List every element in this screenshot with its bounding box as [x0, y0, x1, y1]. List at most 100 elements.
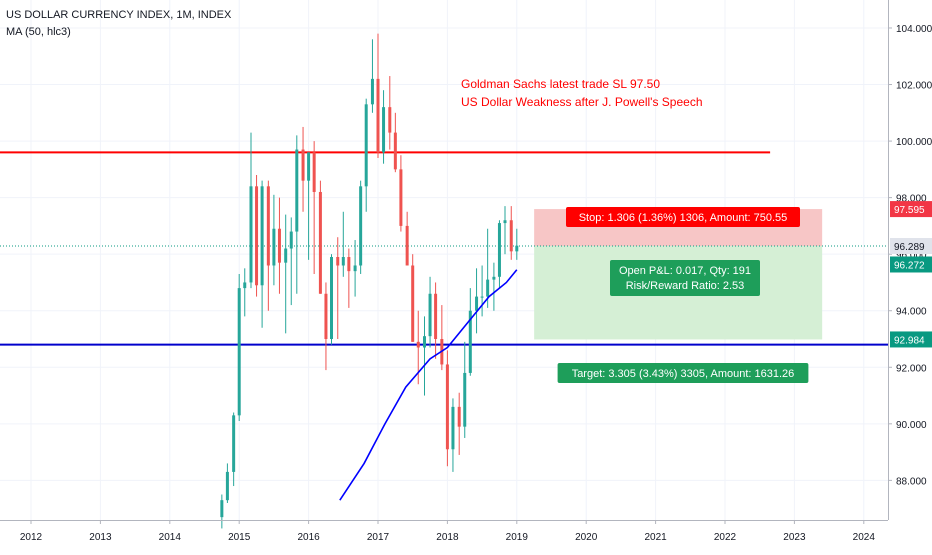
y-tick-label: 98.000 [896, 194, 927, 205]
y-tick-label: 100.000 [896, 137, 932, 148]
x-tick-label: 2014 [159, 532, 182, 543]
x-tick-label: 2018 [436, 532, 459, 543]
indicator-label: MA (50, hlc3) [6, 26, 71, 38]
candle-body[interactable] [307, 152, 311, 181]
y-tick-label: 104.000 [896, 24, 932, 35]
candle-body[interactable] [388, 107, 392, 133]
price-tag: 92.984 [890, 331, 932, 348]
price-tag-text: 97.595 [894, 205, 925, 216]
candle-body[interactable] [232, 415, 236, 472]
candle-body[interactable] [364, 104, 368, 187]
y-tick-label: 94.000 [896, 307, 927, 318]
candle-body[interactable] [318, 191, 322, 294]
candle-body[interactable] [347, 257, 351, 272]
candle-body[interactable] [416, 341, 420, 348]
candle-body[interactable] [341, 257, 345, 266]
candle-body[interactable] [272, 228, 276, 266]
candle-body[interactable] [445, 364, 449, 450]
x-tick-label: 2016 [297, 532, 320, 543]
x-tick-label: 2013 [89, 532, 112, 543]
candle-body[interactable] [284, 248, 288, 263]
candle-body[interactable] [255, 186, 259, 286]
candle-body[interactable] [509, 220, 513, 252]
candle-body[interactable] [515, 245, 519, 252]
candle-body[interactable] [359, 186, 363, 266]
candle-body[interactable] [353, 265, 357, 272]
candle-body[interactable] [220, 500, 224, 518]
candle-body[interactable] [260, 186, 264, 286]
candle-body[interactable] [480, 296, 484, 298]
price-axis [888, 0, 932, 550]
candle-body[interactable] [393, 132, 397, 170]
candle-body[interactable] [457, 406, 461, 427]
candle-body[interactable] [301, 149, 305, 181]
moving-average-line [339, 269, 518, 501]
candle-body[interactable] [243, 282, 247, 289]
price-tag: 97.595 [890, 201, 932, 218]
x-tick-label: 2021 [644, 532, 667, 543]
candle-body[interactable] [330, 257, 334, 340]
price-tag-box [890, 331, 932, 348]
chart-legend: US DOLLAR CURRENCY INDEX, 1M, INDEX MA (… [6, 7, 231, 41]
x-tick-label: 2015 [228, 532, 251, 543]
candle-body[interactable] [289, 231, 293, 249]
candle-body[interactable] [336, 257, 340, 266]
candle-body[interactable] [463, 372, 467, 427]
annotation-line-1: Goldman Sachs latest trade SL 97.50 [461, 77, 660, 91]
candle-body[interactable] [249, 186, 253, 283]
candle-body[interactable] [324, 293, 328, 340]
candle-body[interactable] [451, 406, 455, 450]
candle-body[interactable] [434, 293, 438, 340]
candle-body[interactable] [405, 225, 409, 266]
candle-body[interactable] [277, 228, 281, 263]
candle-body[interactable] [266, 186, 270, 266]
candle-body[interactable] [376, 78, 380, 153]
y-tick-label: 90.000 [896, 420, 927, 431]
candle-body[interactable] [312, 152, 316, 192]
target-label-box [557, 363, 809, 383]
candle-body[interactable] [225, 471, 229, 501]
candle-body[interactable] [399, 169, 403, 226]
candle-body[interactable] [295, 149, 299, 232]
candle-body[interactable] [237, 288, 241, 416]
candle-body[interactable] [497, 223, 501, 277]
x-tick-label: 2017 [367, 532, 390, 543]
price-tag-box [890, 238, 932, 255]
y-tick-label: 92.000 [896, 363, 927, 374]
candle-body[interactable] [422, 336, 426, 348]
price-tag-box [890, 256, 932, 273]
y-tick-label: 96.000 [896, 250, 927, 261]
symbol-title: US DOLLAR CURRENCY INDEX, 1M, INDEX [6, 9, 232, 21]
y-tick-label: 102.000 [896, 81, 932, 92]
candle-body[interactable] [370, 78, 374, 105]
stop-label-text: Stop: 1.306 (1.36%) 1306, Amount: 750.55 [579, 212, 788, 224]
annotation-line-2: US Dollar Weakness after J. Powell's Spe… [461, 95, 703, 109]
open-pnl-label[interactable]: Open P&L: 0.017, Qty: 191 Risk/Reward Rat… [610, 260, 760, 296]
price-tag: 96.289 [890, 238, 932, 255]
price-tag: 96.272 [890, 256, 932, 273]
stop-label-box [566, 207, 800, 227]
candle-body[interactable] [492, 276, 496, 280]
x-tick-label: 2020 [575, 532, 598, 543]
candle-body[interactable] [411, 265, 415, 342]
x-tick-label: 2012 [20, 532, 43, 543]
x-tick-label: 2019 [506, 532, 529, 543]
candle-body[interactable] [475, 296, 479, 311]
stop-label[interactable]: Stop: 1.306 (1.36%) 1306, Amount: 750.55 [566, 207, 800, 227]
candle-body[interactable] [503, 220, 507, 224]
open-pnl-label-text: Open P&L: 0.017, Qty: 191 [619, 265, 751, 277]
candle-body[interactable] [428, 293, 432, 337]
price-tag-text: 96.272 [894, 260, 925, 271]
y-tick-label: 88.000 [896, 476, 927, 487]
x-tick-label: 2022 [714, 532, 737, 543]
open-pnl-label-text: Risk/Reward Ratio: 2.53 [626, 280, 745, 292]
price-tag-box [890, 201, 932, 218]
candle-body[interactable] [382, 107, 386, 153]
target-label[interactable]: Target: 3.305 (3.43%) 3305, Amount: 1631… [557, 363, 809, 383]
price-tag-text: 96.289 [894, 242, 925, 253]
candle-body[interactable] [468, 310, 472, 373]
candle-body[interactable] [486, 279, 490, 297]
target-label-text: Target: 3.305 (3.43%) 3305, Amount: 1631… [572, 368, 795, 380]
